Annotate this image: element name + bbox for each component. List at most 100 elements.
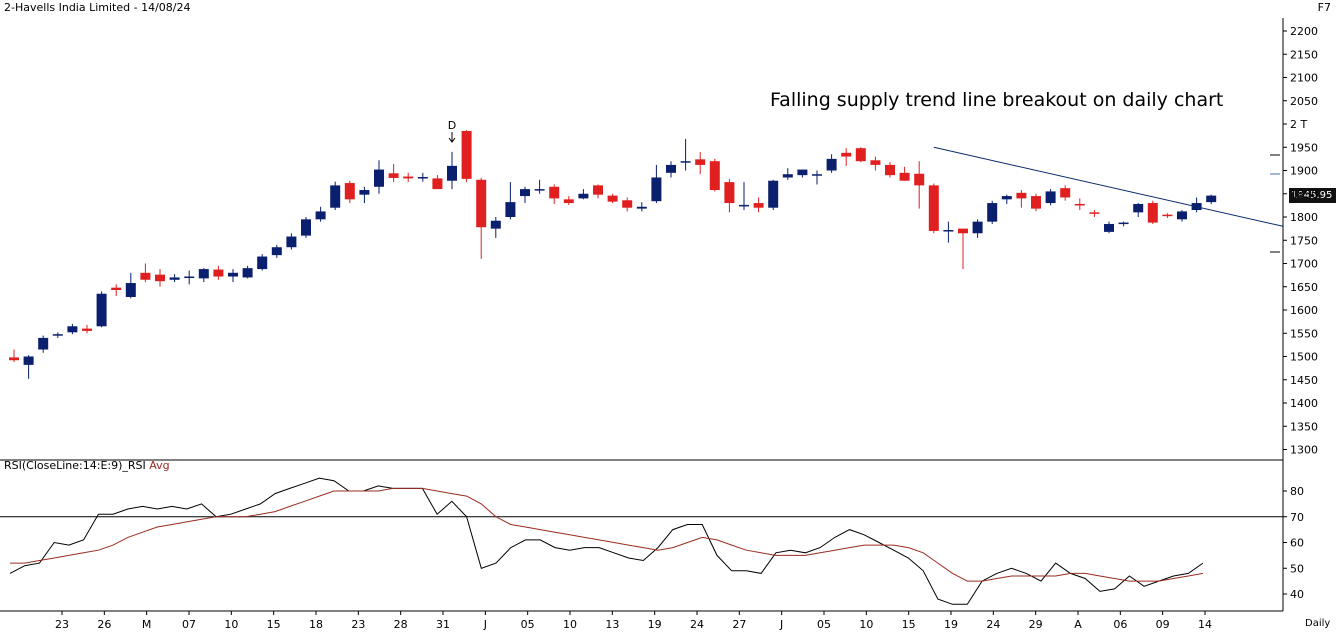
- candle-up: [972, 221, 983, 234]
- candle-down: [461, 130, 472, 179]
- price-axis-label: 1500: [1290, 351, 1318, 364]
- time-axis-label: 13: [605, 618, 619, 631]
- time-axis-label: 31: [436, 618, 450, 631]
- shortcut-key: F7: [1317, 1, 1331, 14]
- time-axis-label: M: [142, 618, 152, 631]
- candle-up: [315, 211, 326, 220]
- candle-down: [958, 228, 968, 234]
- candle-down: [140, 272, 151, 280]
- candle-up: [38, 337, 49, 350]
- candle-up: [1177, 211, 1187, 220]
- time-axis-label: 10: [859, 618, 873, 631]
- candle-up: [67, 326, 78, 333]
- candle-up: [198, 269, 209, 279]
- price-axis-label: 1750: [1290, 234, 1318, 247]
- chart-annotation: Falling supply trend line breakout on da…: [770, 89, 1224, 111]
- time-axis-label: 24: [986, 618, 1000, 631]
- candle-down: [855, 148, 866, 162]
- candle-up: [666, 164, 676, 173]
- time-axis-label: J: [483, 618, 487, 631]
- candle-up: [228, 272, 238, 277]
- rsi-axis-label: 80: [1290, 485, 1304, 498]
- candle-up: [739, 204, 749, 207]
- candle-up: [257, 256, 268, 270]
- supply-trendline: [933, 146, 1284, 227]
- candle-up: [52, 334, 63, 336]
- price-axis-label: 2100: [1290, 72, 1318, 85]
- candle-down: [928, 185, 939, 231]
- time-axis-label: 05: [521, 618, 535, 631]
- candle-down: [82, 328, 92, 331]
- candle-up: [286, 236, 297, 248]
- candle-up: [1045, 191, 1056, 204]
- candle-down: [914, 173, 925, 186]
- price-axis-label: 1450: [1290, 374, 1318, 387]
- candle-up: [797, 169, 808, 176]
- candle-down: [1089, 212, 1100, 214]
- candle-up: [782, 174, 793, 178]
- time-axis-label: 14: [1198, 618, 1212, 631]
- candle-up: [1001, 196, 1012, 200]
- rsi-legend-name: RSI(CloseLine:14:E:9)_RSI: [4, 459, 146, 472]
- candle-up: [330, 185, 341, 208]
- candle-down: [1031, 196, 1041, 209]
- candle-up: [301, 219, 311, 236]
- price-axis-label: 2 T: [1290, 118, 1307, 131]
- candle-up: [125, 283, 136, 297]
- candle-down: [695, 159, 706, 165]
- candle-up: [651, 177, 662, 202]
- candle-down: [9, 357, 19, 361]
- chart-title: 2-Havells India Limited - 14/08/24: [4, 1, 191, 14]
- candle-up: [943, 230, 954, 232]
- candle-down: [344, 183, 355, 200]
- price-axis-label: 1900: [1290, 165, 1318, 178]
- candle-down: [155, 274, 165, 282]
- candle-up: [184, 276, 195, 279]
- time-axis-label: 23: [351, 618, 365, 631]
- candle-up: [520, 189, 530, 197]
- candle-up: [417, 177, 428, 179]
- candle-up: [768, 180, 779, 208]
- price-axis-label: 1550: [1290, 327, 1318, 340]
- candle-up: [271, 247, 282, 256]
- candle-down: [885, 164, 895, 176]
- price-axis-label: 1700: [1290, 258, 1318, 271]
- price-axis-label: 1300: [1290, 444, 1318, 457]
- time-axis-label: J: [779, 618, 783, 631]
- candle-up: [826, 158, 837, 171]
- candle-down: [111, 287, 122, 291]
- time-axis-label: 19: [944, 618, 958, 631]
- price-axis-label: 1800: [1290, 211, 1318, 224]
- candle-down: [622, 200, 633, 208]
- candle-up: [359, 190, 370, 195]
- time-axis-label: 18: [309, 618, 323, 631]
- rsi-legend: RSI(CloseLine:14:E:9)_RSI Avg: [4, 459, 170, 472]
- rsi-axis-label: 50: [1290, 562, 1304, 575]
- candle-up: [242, 268, 253, 278]
- time-axis-label: 15: [902, 618, 916, 631]
- candle-up: [636, 206, 647, 209]
- time-axis-label: 24: [690, 618, 704, 631]
- time-axis-label: 07: [182, 618, 196, 631]
- time-axis-label: 10: [563, 618, 577, 631]
- candle-down: [1016, 192, 1027, 199]
- candle-down: [724, 182, 735, 204]
- candle-down: [753, 203, 764, 208]
- candle-up: [505, 202, 516, 217]
- time-axis-label: 27: [732, 618, 746, 631]
- rsi-line: [9, 477, 1204, 605]
- candle-down: [1074, 203, 1085, 206]
- rsi-avg-line: [10, 487, 1204, 582]
- price-axis-label: 1400: [1290, 397, 1318, 410]
- candle-down: [607, 195, 618, 202]
- candle-down: [841, 152, 852, 157]
- rsi-axis-label: 40: [1290, 588, 1304, 601]
- candle-up: [534, 189, 545, 191]
- candle-down: [549, 186, 560, 199]
- candle-down: [1162, 214, 1173, 217]
- price-axis-label: 1950: [1290, 141, 1318, 154]
- rsi-axis-label: 60: [1290, 537, 1304, 550]
- period-label: Daily: [1305, 618, 1331, 629]
- candle-down: [432, 178, 443, 190]
